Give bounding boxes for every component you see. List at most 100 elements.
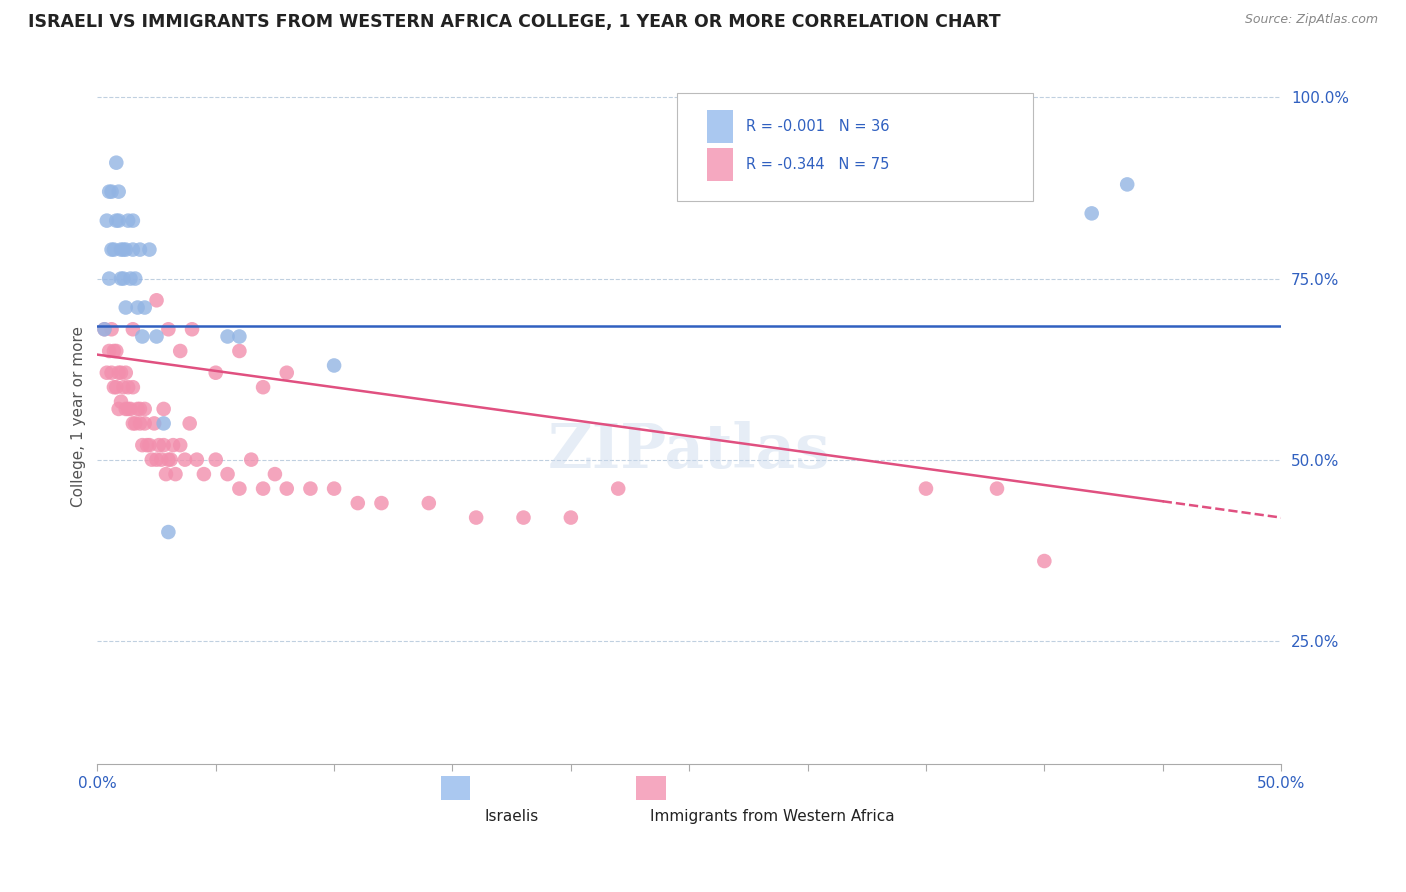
- Point: [131, 329, 153, 343]
- Point: [114, 243, 136, 257]
- Point: [1080, 206, 1102, 220]
- Point: [1033, 554, 1056, 568]
- Point: [98, 271, 121, 285]
- Point: [169, 343, 191, 358]
- Point: [152, 438, 174, 452]
- Point: [110, 394, 132, 409]
- Point: [117, 213, 139, 227]
- Point: [370, 496, 392, 510]
- Point: [121, 213, 143, 227]
- Point: [193, 467, 215, 482]
- FancyBboxPatch shape: [636, 776, 665, 800]
- Point: [141, 452, 163, 467]
- Text: R = -0.001   N = 36: R = -0.001 N = 36: [747, 119, 890, 134]
- Point: [228, 343, 250, 358]
- Point: [103, 380, 125, 394]
- Point: [181, 322, 204, 336]
- Point: [107, 401, 129, 416]
- Text: ZIPatlas: ZIPatlas: [548, 421, 831, 481]
- Point: [204, 452, 226, 467]
- Point: [560, 510, 582, 524]
- Point: [107, 213, 129, 227]
- Point: [143, 417, 166, 431]
- Point: [204, 366, 226, 380]
- Point: [114, 401, 136, 416]
- Point: [112, 380, 135, 394]
- Y-axis label: College, 1 year or more: College, 1 year or more: [72, 326, 86, 507]
- Point: [252, 380, 274, 394]
- Point: [105, 155, 128, 169]
- Point: [323, 482, 346, 496]
- Text: Immigrants from Western Africa: Immigrants from Western Africa: [650, 809, 894, 824]
- Point: [145, 293, 167, 308]
- Point: [150, 452, 173, 467]
- Point: [1116, 178, 1139, 192]
- Point: [96, 366, 118, 380]
- Point: [276, 482, 298, 496]
- Point: [121, 417, 143, 431]
- Point: [105, 343, 128, 358]
- Point: [121, 243, 143, 257]
- Point: [127, 301, 149, 315]
- Point: [117, 401, 139, 416]
- Point: [299, 482, 322, 496]
- Point: [131, 438, 153, 452]
- Point: [159, 452, 181, 467]
- Point: [346, 496, 368, 510]
- Point: [138, 243, 160, 257]
- Point: [252, 482, 274, 496]
- Point: [93, 322, 115, 336]
- FancyBboxPatch shape: [440, 776, 470, 800]
- Point: [120, 401, 142, 416]
- Point: [134, 301, 156, 315]
- Text: Israelis: Israelis: [485, 809, 538, 824]
- Point: [986, 482, 1008, 496]
- Text: Source: ZipAtlas.com: Source: ZipAtlas.com: [1244, 13, 1378, 27]
- Point: [127, 401, 149, 416]
- Point: [418, 496, 440, 510]
- Point: [107, 185, 129, 199]
- Point: [157, 452, 180, 467]
- Point: [148, 438, 170, 452]
- Point: [100, 366, 122, 380]
- Point: [114, 366, 136, 380]
- Point: [264, 467, 287, 482]
- Point: [155, 467, 177, 482]
- FancyBboxPatch shape: [707, 110, 733, 143]
- Point: [98, 343, 121, 358]
- Point: [323, 359, 346, 373]
- Point: [607, 482, 630, 496]
- Point: [165, 467, 187, 482]
- Point: [162, 438, 184, 452]
- Point: [105, 213, 128, 227]
- Point: [100, 185, 122, 199]
- Point: [134, 401, 156, 416]
- Point: [228, 329, 250, 343]
- Point: [169, 438, 191, 452]
- Point: [110, 366, 132, 380]
- Point: [157, 524, 180, 539]
- Point: [96, 213, 118, 227]
- Point: [129, 417, 152, 431]
- Point: [138, 438, 160, 452]
- Point: [107, 366, 129, 380]
- Point: [217, 467, 239, 482]
- Point: [121, 380, 143, 394]
- Point: [121, 322, 143, 336]
- Text: R = -0.344   N = 75: R = -0.344 N = 75: [747, 157, 890, 172]
- Point: [136, 438, 159, 452]
- Point: [228, 482, 250, 496]
- Point: [152, 417, 174, 431]
- Point: [120, 271, 142, 285]
- Point: [152, 401, 174, 416]
- Point: [114, 301, 136, 315]
- Point: [465, 510, 488, 524]
- Point: [134, 417, 156, 431]
- Point: [110, 243, 132, 257]
- Point: [915, 482, 938, 496]
- Point: [157, 322, 180, 336]
- Point: [98, 185, 121, 199]
- FancyBboxPatch shape: [678, 93, 1032, 201]
- Point: [124, 271, 146, 285]
- Point: [100, 243, 122, 257]
